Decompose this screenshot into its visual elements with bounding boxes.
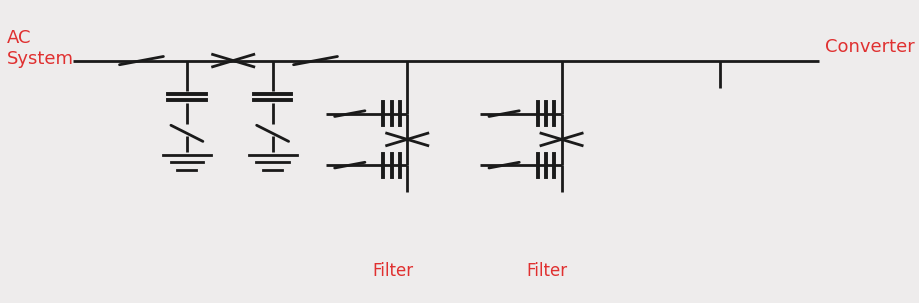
Text: Converter: Converter — [823, 38, 913, 56]
Text: Filter: Filter — [371, 262, 413, 280]
Text: AC
System: AC System — [6, 29, 74, 68]
Text: Filter: Filter — [526, 262, 567, 280]
